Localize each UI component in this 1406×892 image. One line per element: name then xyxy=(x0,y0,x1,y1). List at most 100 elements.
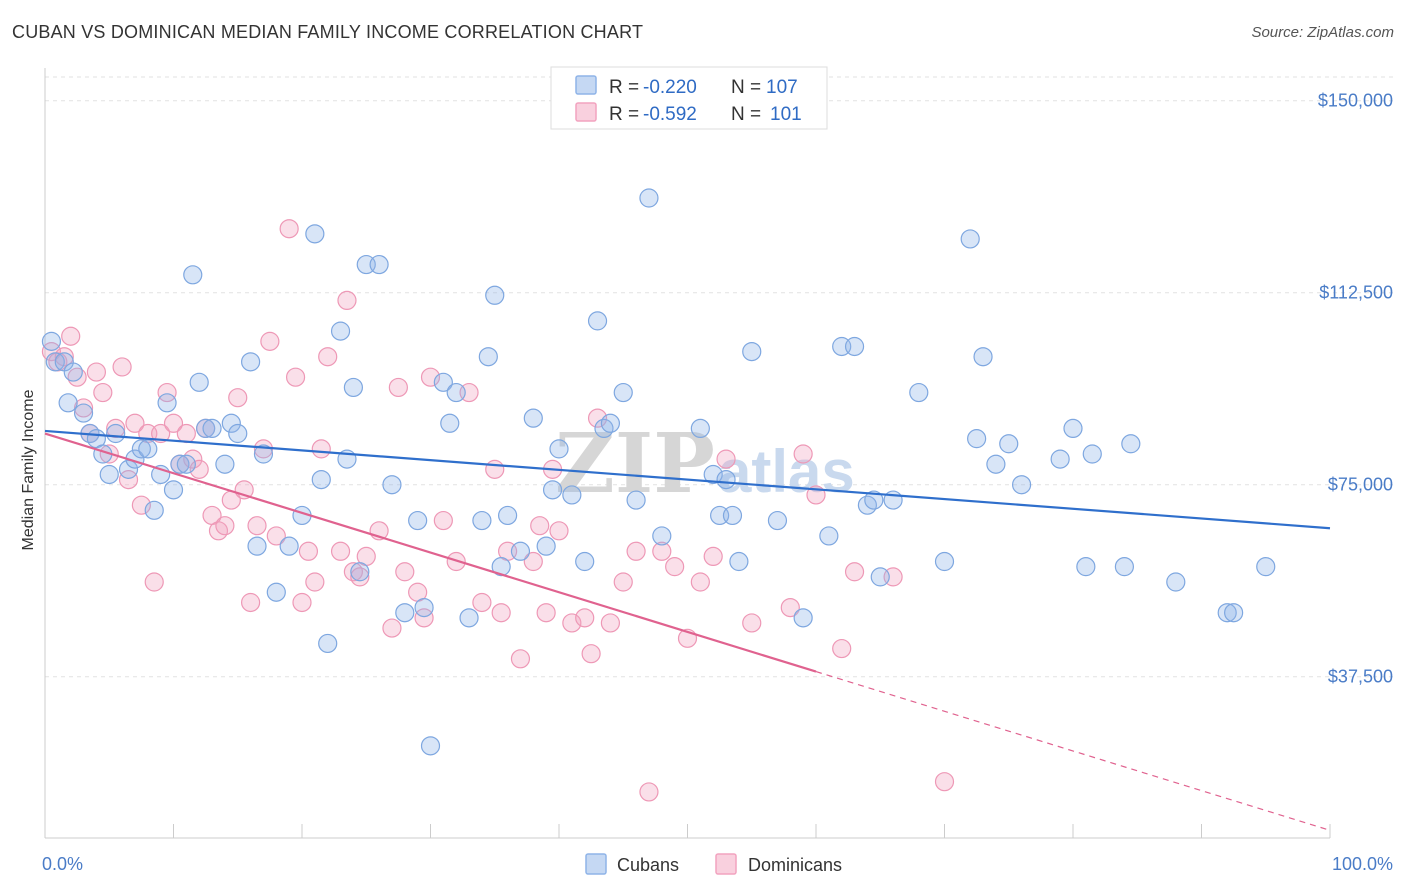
point-dominicans-7 xyxy=(86,362,107,382)
point-dominicans-40 xyxy=(305,572,325,592)
legend-n-value-dominicans: 101 xyxy=(770,104,802,125)
point-cubans-25 xyxy=(215,454,235,474)
watermark: ZIP atlas xyxy=(555,416,855,512)
point-cubans-88 xyxy=(934,551,955,572)
point-dominicans-31 xyxy=(241,592,261,613)
point-cubans-18 xyxy=(163,480,184,500)
point-cubans-85 xyxy=(870,567,890,587)
point-cubans-35 xyxy=(311,470,331,490)
legend-bottom: Cubans Dominicans xyxy=(585,853,842,875)
legend-swatch-cubans xyxy=(575,75,597,95)
point-dominicans-14 xyxy=(131,495,151,515)
point-cubans-97 xyxy=(1076,557,1096,577)
point-cubans-27 xyxy=(228,423,248,444)
series-cubans-points xyxy=(41,188,1276,756)
point-cubans-70 xyxy=(652,526,672,546)
point-cubans-60 xyxy=(542,480,563,500)
point-cubans-47 xyxy=(420,736,441,756)
point-cubans-39 xyxy=(343,377,363,398)
point-cubans-82 xyxy=(844,336,865,357)
point-cubans-67 xyxy=(613,382,633,403)
trend-lines xyxy=(44,429,1331,831)
point-cubans-56 xyxy=(498,505,518,526)
point-dominicans-50 xyxy=(388,377,408,398)
point-cubans-52 xyxy=(472,510,492,531)
point-dominicans-44 xyxy=(337,290,357,310)
point-cubans-49 xyxy=(440,413,460,433)
point-cubans-72 xyxy=(703,464,723,485)
legend-top-box xyxy=(550,66,828,130)
point-dominicans-70 xyxy=(581,644,601,664)
point-dominicans-16 xyxy=(144,572,164,592)
point-cubans-96 xyxy=(1063,418,1083,438)
point-cubans-26 xyxy=(221,413,241,433)
point-dominicans-76 xyxy=(652,541,672,561)
point-cubans-3 xyxy=(58,393,78,413)
point-dominicans-72 xyxy=(600,613,621,633)
point-cubans-42 xyxy=(369,254,389,275)
point-dominicans-4 xyxy=(67,367,87,387)
watermark-zip: ZIP xyxy=(555,416,715,512)
point-cubans-54 xyxy=(485,285,505,305)
point-dominicans-34 xyxy=(260,331,280,351)
grid-lines xyxy=(45,76,1393,678)
y-axis-label: Median Family Income xyxy=(20,389,37,550)
point-dominicans-2 xyxy=(54,347,74,367)
point-cubans-80 xyxy=(819,526,839,546)
point-cubans-92 xyxy=(986,454,1006,474)
point-cubans-13 xyxy=(131,439,151,459)
point-dominicans-81 xyxy=(716,449,736,469)
legend-top: R = -0.220 N = 107 R = -0.592 N = 101 xyxy=(550,66,828,130)
point-cubans-62 xyxy=(562,485,582,505)
point-dominicans-49 xyxy=(382,618,402,638)
point-cubans-89 xyxy=(960,229,980,249)
point-dominicans-17 xyxy=(151,423,171,444)
point-cubans-40 xyxy=(350,562,370,582)
legend-r-label-dominicans: R = xyxy=(609,104,639,125)
point-cubans-4 xyxy=(63,362,83,382)
point-dominicans-80 xyxy=(703,546,723,567)
point-cubans-78 xyxy=(767,510,788,531)
point-dominicans-18 xyxy=(157,382,177,403)
point-cubans-64 xyxy=(587,311,608,331)
point-dominicans-63 xyxy=(523,551,543,572)
point-dominicans-41 xyxy=(311,439,331,459)
point-dominicans-60 xyxy=(491,603,511,623)
point-dominicans-35 xyxy=(266,526,286,546)
point-cubans-22 xyxy=(189,372,209,392)
point-dominicans-84 xyxy=(793,444,813,464)
point-cubans-20 xyxy=(176,454,196,474)
point-dominicans-53 xyxy=(414,608,434,628)
point-cubans-84 xyxy=(864,490,884,510)
point-dominicans-37 xyxy=(285,367,306,387)
point-dominicans-64 xyxy=(530,516,550,536)
point-dominicans-54 xyxy=(420,367,441,387)
point-cubans-101 xyxy=(1166,572,1186,592)
point-cubans-98 xyxy=(1082,444,1102,464)
legend-n-label-cubans: N = xyxy=(731,77,761,98)
point-dominicans-22 xyxy=(183,449,203,469)
point-dominicans-42 xyxy=(318,347,338,367)
y-tick-labels: $37,500 $75,000 $112,500 $150,000 xyxy=(1318,91,1393,687)
point-cubans-95 xyxy=(1050,449,1070,469)
trend-line-cubans xyxy=(44,429,1331,530)
watermark-atlas: atlas xyxy=(718,438,855,505)
point-dominicans-82 xyxy=(742,613,762,633)
point-cubans-0 xyxy=(41,331,62,351)
point-cubans-30 xyxy=(253,444,274,464)
point-dominicans-12 xyxy=(118,470,139,490)
point-cubans-57 xyxy=(510,541,531,561)
point-cubans-83 xyxy=(857,495,878,515)
point-dominicans-65 xyxy=(536,603,556,623)
point-dominicans-46 xyxy=(350,567,370,587)
legend-n-value-cubans: 107 xyxy=(766,77,798,98)
point-cubans-21 xyxy=(183,265,203,285)
point-dominicans-29 xyxy=(228,388,248,408)
point-dominicans-51 xyxy=(395,562,415,582)
point-dominicans-83 xyxy=(780,597,800,618)
y-tick-label-0: $37,500 xyxy=(1328,667,1393,687)
point-dominicans-38 xyxy=(292,592,312,613)
legend-bottom-label-cubans: Cubans xyxy=(617,855,679,875)
legend-bottom-swatch-dominicans xyxy=(715,853,737,875)
